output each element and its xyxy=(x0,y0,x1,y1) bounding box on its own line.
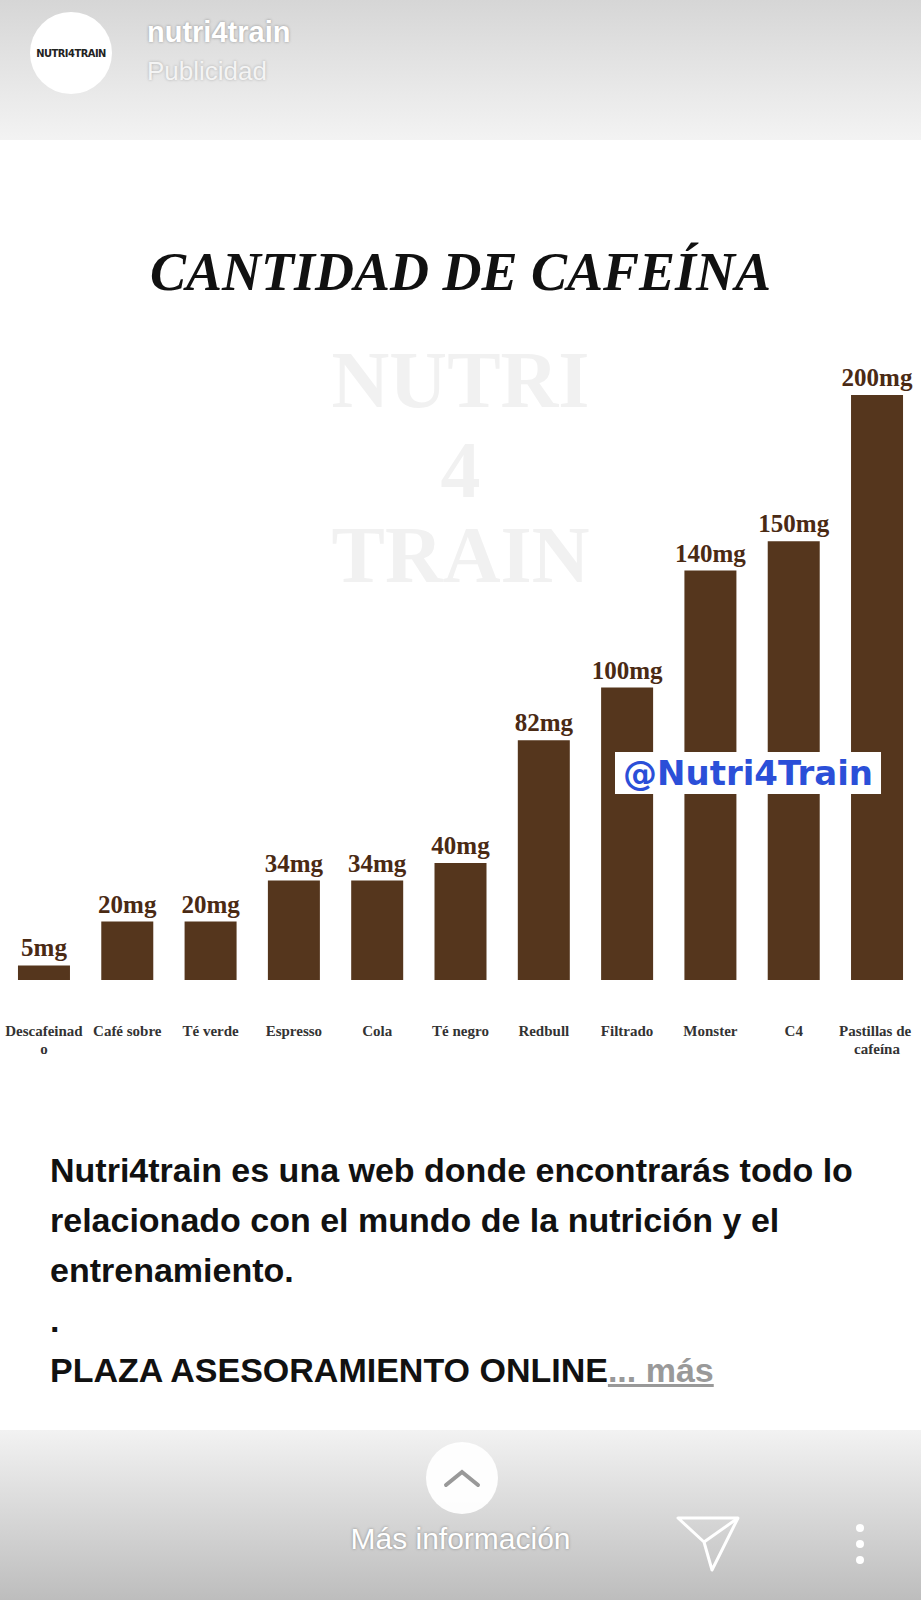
svg-text:34mg: 34mg xyxy=(265,850,324,877)
svg-text:Café sobre: Café sobre xyxy=(93,1023,162,1039)
svg-text:4: 4 xyxy=(441,426,481,514)
svg-text:Descafeinad: Descafeinad xyxy=(5,1023,83,1039)
svg-text:Té verde: Té verde xyxy=(182,1023,239,1039)
svg-text:cafeína: cafeína xyxy=(854,1041,900,1057)
svg-text:Redbull: Redbull xyxy=(518,1023,569,1039)
html-text:PLAZA ASESORAMIENTO ONLINE...: PLAZA ASESORAMIENTO ONLINE... más xyxy=(50,1351,714,1389)
svg-text:Monster: Monster xyxy=(683,1023,737,1039)
html-text:Más información: Más información xyxy=(350,1522,571,1555)
svg-text:20mg: 20mg xyxy=(98,891,157,918)
svg-text:40mg: 40mg xyxy=(431,832,490,859)
html-text:Publicidad: Publicidad xyxy=(147,56,267,86)
svg-text:Té negro: Té negro xyxy=(432,1023,489,1039)
svg-text:200mg: 200mg xyxy=(842,364,913,391)
svg-text:Espresso: Espresso xyxy=(266,1023,322,1039)
svg-text:82mg: 82mg xyxy=(515,709,574,736)
svg-text:Pastillas de: Pastillas de xyxy=(839,1023,915,1039)
svg-text:34mg: 34mg xyxy=(348,850,407,877)
svg-text:140mg: 140mg xyxy=(675,540,746,567)
svg-text:o: o xyxy=(40,1041,48,1057)
html-text:Nutri4train es una web donde e: Nutri4train es una web donde encontrarás… xyxy=(50,1151,853,1289)
html-text:NUTRI4TRAIN: NUTRI4TRAIN xyxy=(36,46,106,60)
svg-text:CANTIDAD DE CAFEÍNA: CANTIDAD DE CAFEÍNA xyxy=(150,242,771,302)
svg-text:@Nutri4Train: @Nutri4Train xyxy=(623,753,873,793)
svg-text:Cola: Cola xyxy=(362,1023,393,1039)
svg-text:20mg: 20mg xyxy=(181,891,240,918)
svg-text:C4: C4 xyxy=(785,1023,804,1039)
svg-text:5mg: 5mg xyxy=(21,934,67,961)
svg-text:TRAIN: TRAIN xyxy=(332,511,590,599)
svg-text:NUTRI: NUTRI xyxy=(332,336,590,424)
html-text:nutri4train: nutri4train xyxy=(147,16,291,48)
svg-text:150mg: 150mg xyxy=(758,510,829,537)
svg-text:100mg: 100mg xyxy=(592,657,663,684)
svg-text:Filtrado: Filtrado xyxy=(601,1023,654,1039)
